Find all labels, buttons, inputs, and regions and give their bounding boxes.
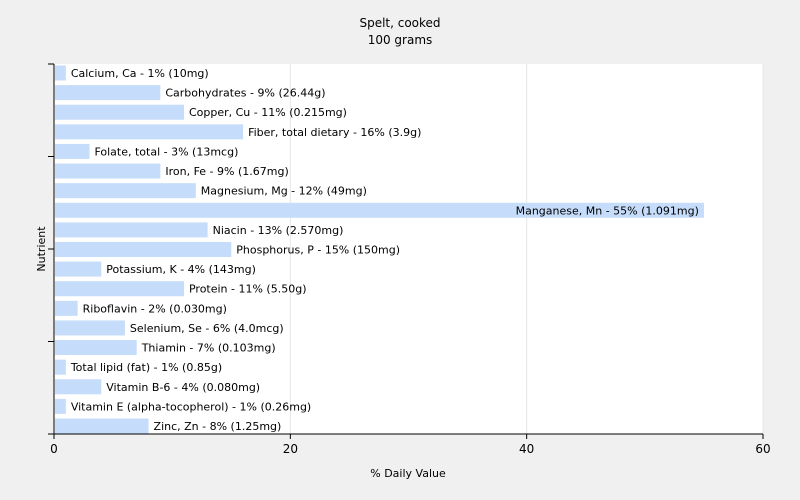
bar xyxy=(55,222,208,238)
chart-subtitle: 100 grams xyxy=(368,33,433,47)
bar xyxy=(55,104,184,120)
grid-lines xyxy=(289,64,764,434)
x-tick-label: 60 xyxy=(755,442,770,456)
bar xyxy=(55,242,232,257)
x-tick-label: 0 xyxy=(50,442,58,456)
bar xyxy=(55,143,90,159)
bar xyxy=(55,379,102,395)
bar-label: Vitamin B-6 - 4% (0.080mg) xyxy=(106,381,260,394)
bar-label: Potassium, K - 4% (143mg) xyxy=(106,263,256,276)
bar xyxy=(55,320,125,336)
bar xyxy=(55,183,196,199)
bar-label: Phosphorus, P - 15% (150mg) xyxy=(236,244,400,257)
bar-label: Manganese, Mn - 55% (1.091mg) xyxy=(516,204,699,217)
bar-label: Riboflavin - 2% (0.030mg) xyxy=(83,302,227,315)
bar-label: Folate, total - 3% (13mcg) xyxy=(94,145,238,158)
bar xyxy=(55,281,184,297)
x-axis-label: % Daily Value xyxy=(370,467,446,480)
x-tick-label: 20 xyxy=(283,442,298,456)
x-tick-label: 40 xyxy=(519,442,534,456)
bar-label: Thiamin - 7% (0.103mg) xyxy=(141,342,276,355)
bar-label: Carbohydrates - 9% (26.44g) xyxy=(165,87,325,100)
bar-label: Vitamin E (alpha-tocopherol) - 1% (0.26m… xyxy=(71,400,311,413)
bar xyxy=(55,340,137,356)
bar xyxy=(55,163,161,179)
bar-label: Magnesium, Mg - 12% (49mg) xyxy=(201,185,367,198)
bar-label: Copper, Cu - 11% (0.215mg) xyxy=(189,106,347,119)
bars-group: Calcium, Ca - 1% (10mg) Carbohydrates - 9… xyxy=(55,65,704,434)
bar-label: Selenium, Se - 6% (4.0mcg) xyxy=(130,322,284,335)
bar xyxy=(55,300,78,316)
y-axis-ticks xyxy=(48,63,54,435)
bar xyxy=(55,65,66,81)
bar xyxy=(55,418,149,434)
bar-label: Iron, Fe - 9% (1.67mg) xyxy=(165,165,288,178)
bar-label: Total lipid (fat) - 1% (0.85g) xyxy=(70,361,222,374)
bar-label: Niacin - 13% (2.570mg) xyxy=(213,224,344,237)
bar xyxy=(55,202,704,218)
bar xyxy=(55,359,66,375)
bar xyxy=(55,85,161,101)
bar-label: Fiber, total dietary - 16% (3.9g) xyxy=(248,126,421,139)
chart-title: Spelt, cooked xyxy=(359,16,440,30)
bar-label: Zinc, Zn - 8% (1.25mg) xyxy=(154,420,282,433)
x-axis-ticks: 0 20 40 60 xyxy=(50,434,771,456)
bar-label: Protein - 11% (5.50g) xyxy=(189,283,307,296)
bar xyxy=(55,398,66,414)
bar-label: Calcium, Ca - 1% (10mg) xyxy=(71,67,209,80)
y-axis-label: Nutrient xyxy=(35,226,48,272)
bar xyxy=(55,261,102,277)
bar xyxy=(55,124,244,140)
